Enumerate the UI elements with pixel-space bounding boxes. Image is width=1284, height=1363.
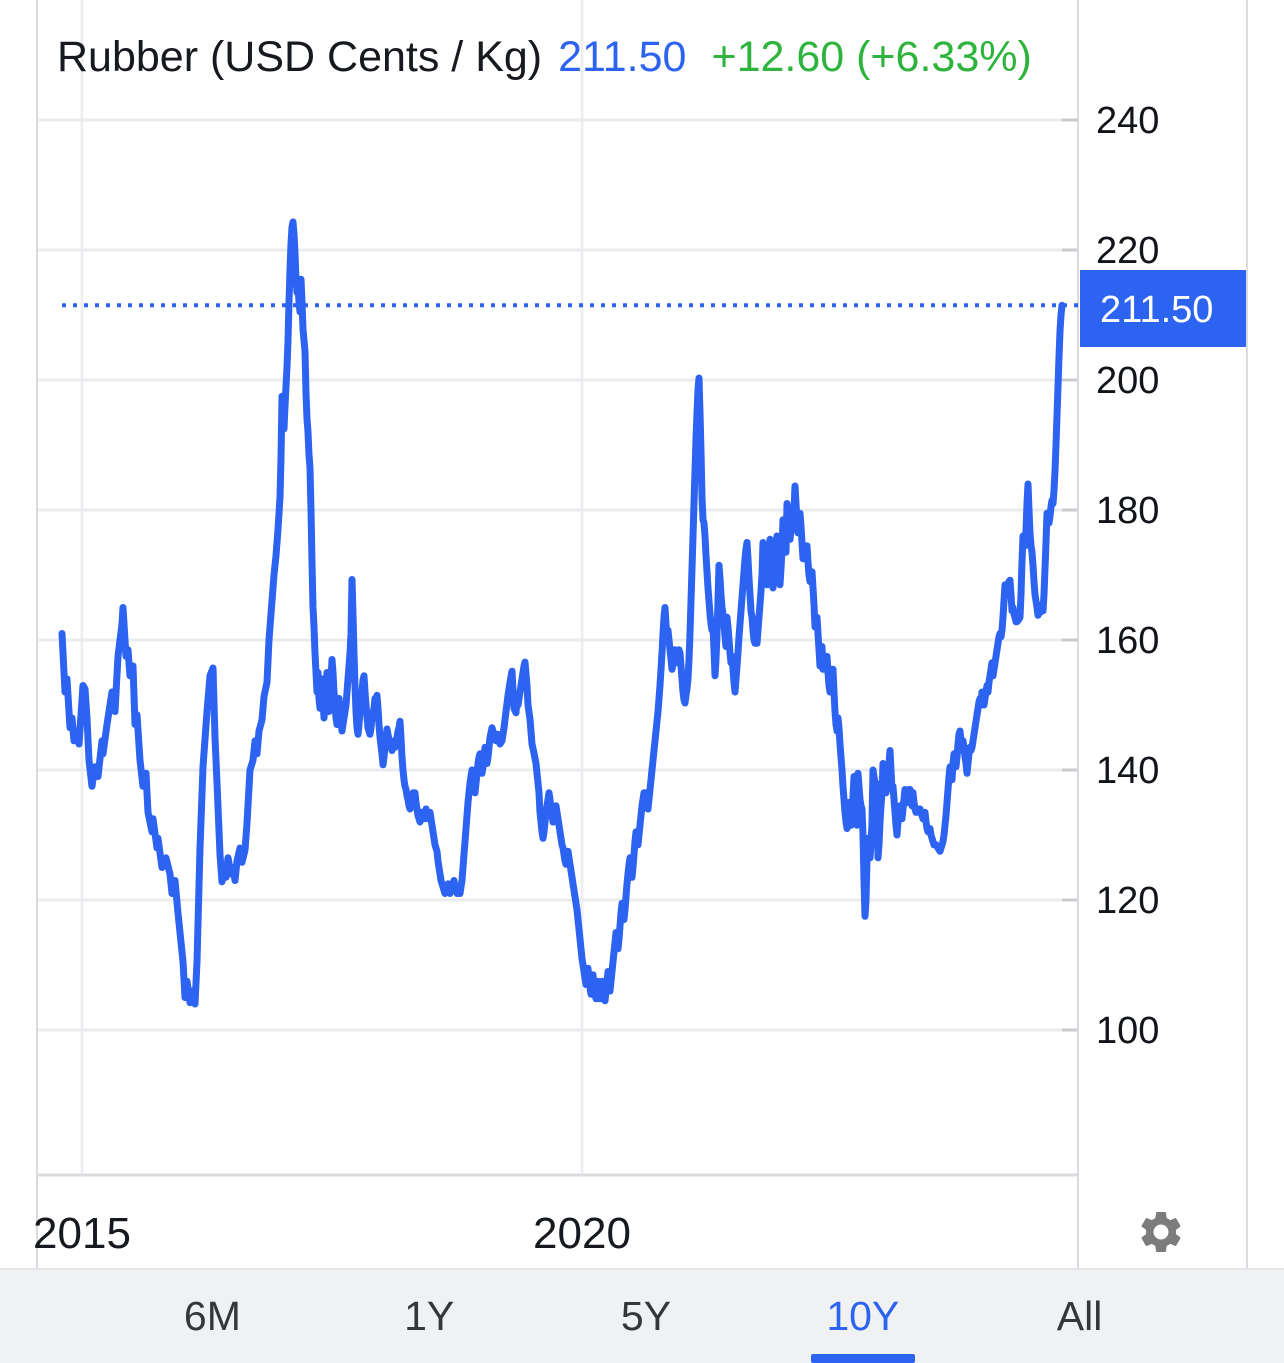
range-toolbar: 6M 1Y 5Y 10Y All (0, 1268, 1284, 1363)
range-label: All (1056, 1293, 1103, 1339)
last-price: 211.50 (558, 33, 687, 81)
price-badge-label: 211.50 (1100, 289, 1213, 331)
price-chart[interactable]: 240 220 200 180 160 140 120 100 211.50 2015 2020 (0, 0, 1284, 1268)
range-button-5y[interactable]: 5Y (538, 1270, 755, 1363)
range-label: 10Y (826, 1293, 900, 1339)
range-label: 5Y (620, 1293, 672, 1339)
chart-header: Rubber (USD Cents / Kg) 211.50 +12.60 (+… (57, 33, 1032, 81)
price-change: +12.60 (+6.33%) (711, 33, 1032, 81)
y-axis-label: 240 (1096, 100, 1159, 142)
y-axis-label: 180 (1096, 490, 1159, 532)
y-axis-label: 100 (1096, 1010, 1159, 1052)
active-range-indicator (810, 1354, 915, 1363)
gear-icon (1141, 1212, 1181, 1252)
range-label: 1Y (404, 1293, 455, 1339)
range-button-10y[interactable]: 10Y (754, 1270, 971, 1363)
range-button-all[interactable]: All (971, 1270, 1188, 1363)
y-axis-label: 220 (1096, 230, 1159, 272)
range-button-6m[interactable]: 6M (104, 1270, 321, 1363)
range-button-1y[interactable]: 1Y (321, 1270, 538, 1363)
y-axis-label: 200 (1096, 360, 1159, 402)
instrument-title: Rubber (USD Cents / Kg) (57, 33, 543, 81)
y-axis-label: 140 (1096, 750, 1159, 792)
price-chart-card: 240 220 200 180 160 140 120 100 211.50 2015 2020 R… (0, 0, 1284, 1268)
range-label: 6M (183, 1293, 241, 1339)
price-badge (1080, 270, 1246, 347)
x-axis-label: 2020 (533, 1209, 631, 1258)
y-axis-label: 160 (1096, 620, 1159, 662)
x-axis-label: 2015 (33, 1209, 131, 1258)
y-axis-label: 120 (1096, 880, 1159, 922)
settings-button[interactable] (1134, 1205, 1188, 1259)
price-series-line (58, 218, 1066, 1008)
